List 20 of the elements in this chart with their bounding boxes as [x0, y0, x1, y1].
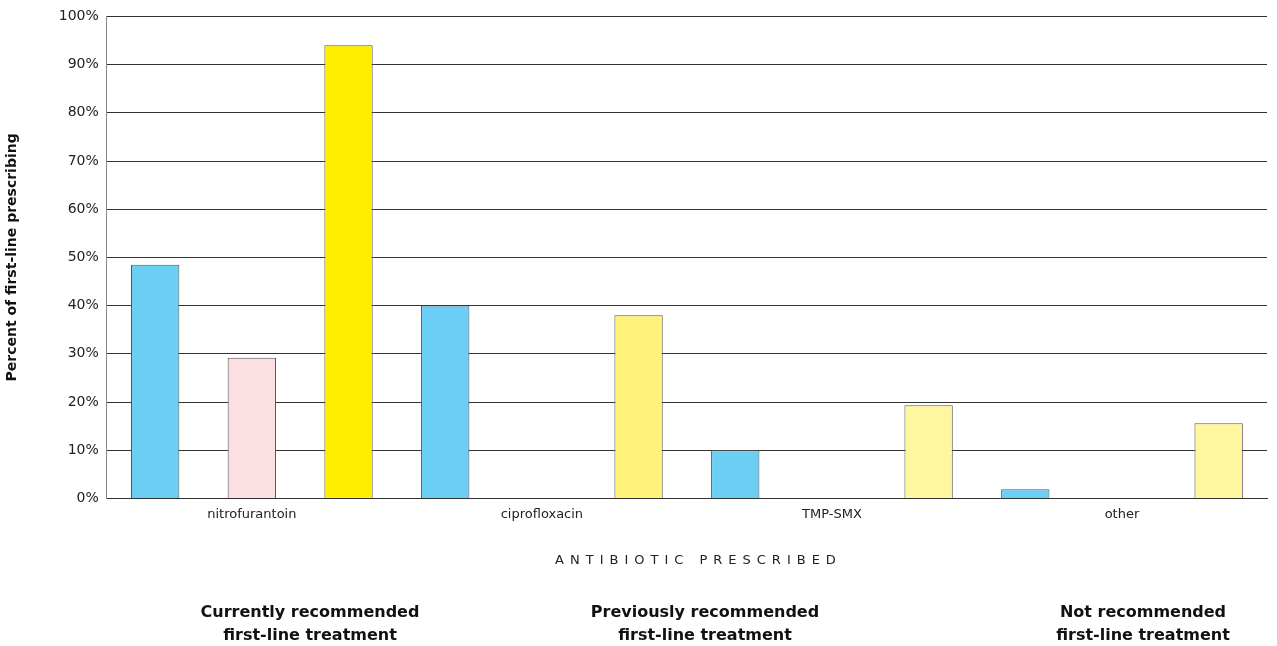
y-tick-label: 20%	[67, 392, 99, 409]
x-tick-label: nitrofurantoin	[207, 505, 297, 521]
y-tick-label: 60%	[67, 199, 99, 216]
y-tick-label: 80%	[67, 103, 99, 120]
y-tick-label: 50%	[67, 248, 99, 265]
x-tick-label: TMP-SMX	[801, 505, 862, 521]
text: Currently recommended first-line treatment	[199, 601, 421, 646]
x-axis-title: ANTIBIOTIC PRESCRIBED	[554, 552, 843, 567]
y-tick-label: 100%	[58, 7, 99, 24]
y-tick-label: 90%	[67, 55, 99, 72]
y-axis-title: Percent of first-line prescribing	[3, 133, 20, 382]
y-tick-label: 40%	[67, 296, 99, 313]
text: Not recommended first-line treatment	[1055, 601, 1231, 646]
y-tick-label: 10%	[67, 440, 99, 457]
y-tick-label: 0%	[76, 489, 99, 506]
y-tick-label: 30%	[67, 344, 99, 361]
x-tick-label: ciprofloxacin	[500, 505, 584, 521]
text: Previously recommended first-line treatment	[589, 601, 821, 646]
y-tick-label: 70%	[67, 151, 99, 168]
x-tick-label: other	[1104, 505, 1140, 521]
